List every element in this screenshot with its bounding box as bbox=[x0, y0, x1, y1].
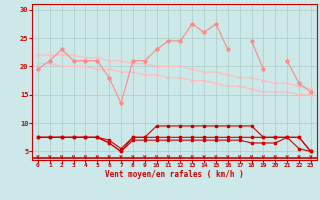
X-axis label: Vent moyen/en rafales ( km/h ): Vent moyen/en rafales ( km/h ) bbox=[105, 170, 244, 179]
